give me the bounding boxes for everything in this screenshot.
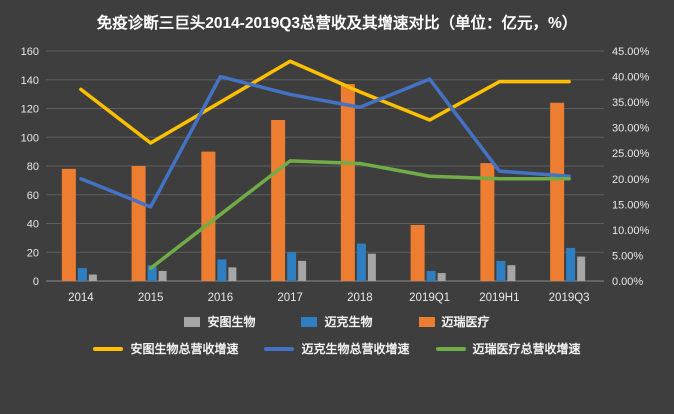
svg-text:2018: 2018: [347, 292, 373, 304]
svg-text:40: 40: [27, 219, 39, 231]
svg-text:20.00%: 20.00%: [612, 174, 650, 186]
svg-text:15.00%: 15.00%: [612, 200, 650, 212]
svg-text:30.00%: 30.00%: [612, 123, 650, 135]
legend-label: 安图生物总营收增速: [130, 342, 239, 357]
legend-label: 安图生物: [207, 315, 256, 330]
svg-text:35.00%: 35.00%: [612, 97, 650, 109]
svg-text:120: 120: [21, 104, 39, 116]
svg-text:10.00%: 10.00%: [612, 225, 650, 237]
svg-text:5.00%: 5.00%: [612, 251, 643, 263]
svg-text:100: 100: [21, 133, 39, 145]
legend-swatch-orange-bar: [418, 316, 435, 327]
legend-swatch-green-line: [435, 346, 466, 351]
legend-swatch-gray-bar: [184, 316, 201, 327]
svg-text:45.00%: 45.00%: [612, 46, 650, 58]
svg-text:80: 80: [27, 161, 39, 173]
legend-label: 迈瑞医疗总营收增速: [472, 342, 581, 357]
legend-label: 迈克生物总营收增速: [301, 342, 410, 357]
svg-text:2016: 2016: [208, 292, 234, 304]
svg-text:20: 20: [27, 248, 39, 260]
legend-swatch-blue-bar: [301, 316, 318, 327]
svg-text:2015: 2015: [138, 292, 164, 304]
legend-item-antu-growth-line: 安图生物总营收增速: [93, 340, 238, 357]
svg-text:2019H1: 2019H1: [479, 292, 519, 304]
chart-legend-lines: 安图生物总营收增速 迈克生物总营收增速 迈瑞医疗总营收增速: [0, 340, 674, 357]
legend-label: 迈克生物: [324, 315, 373, 330]
legend-item-mindray-bar: 迈瑞医疗: [418, 313, 490, 330]
legend-label: 迈瑞医疗: [441, 315, 490, 330]
legend-swatch-blue-line: [264, 346, 295, 351]
legend-item-mindray-growth-line: 迈瑞医疗总营收增速: [435, 340, 581, 357]
svg-text:160: 160: [21, 46, 39, 58]
svg-text:2017: 2017: [277, 292, 303, 304]
legend-item-maccura-growth-line: 迈克生物总营收增速: [264, 340, 410, 357]
legend-item-antu-bar: 安图生物: [184, 313, 255, 330]
legend-item-maccura-bar: 迈克生物: [301, 313, 373, 330]
svg-text:40.00%: 40.00%: [612, 72, 650, 84]
svg-text:60: 60: [27, 190, 39, 202]
legend-swatch-yellow-line: [93, 346, 124, 351]
chart-legend-bars: 安图生物 迈克生物 迈瑞医疗: [0, 313, 674, 330]
svg-text:2014: 2014: [68, 292, 94, 304]
svg-text:25.00%: 25.00%: [612, 148, 650, 160]
chart-plot: 0 20 40 60 80 100 120 140 160 0.00% 5.00% 10.00% 15.…: [21, 46, 650, 304]
svg-text:0.00%: 0.00%: [612, 276, 643, 288]
chart-title: 免疫诊断三巨头2014-2019Q3总营收及其增速对比（单位：亿元，%）: [96, 15, 578, 32]
svg-text:140: 140: [21, 75, 39, 87]
svg-text:2019Q3: 2019Q3: [549, 292, 590, 304]
svg-text:2019Q1: 2019Q1: [409, 292, 450, 304]
svg-text:0: 0: [33, 276, 39, 288]
